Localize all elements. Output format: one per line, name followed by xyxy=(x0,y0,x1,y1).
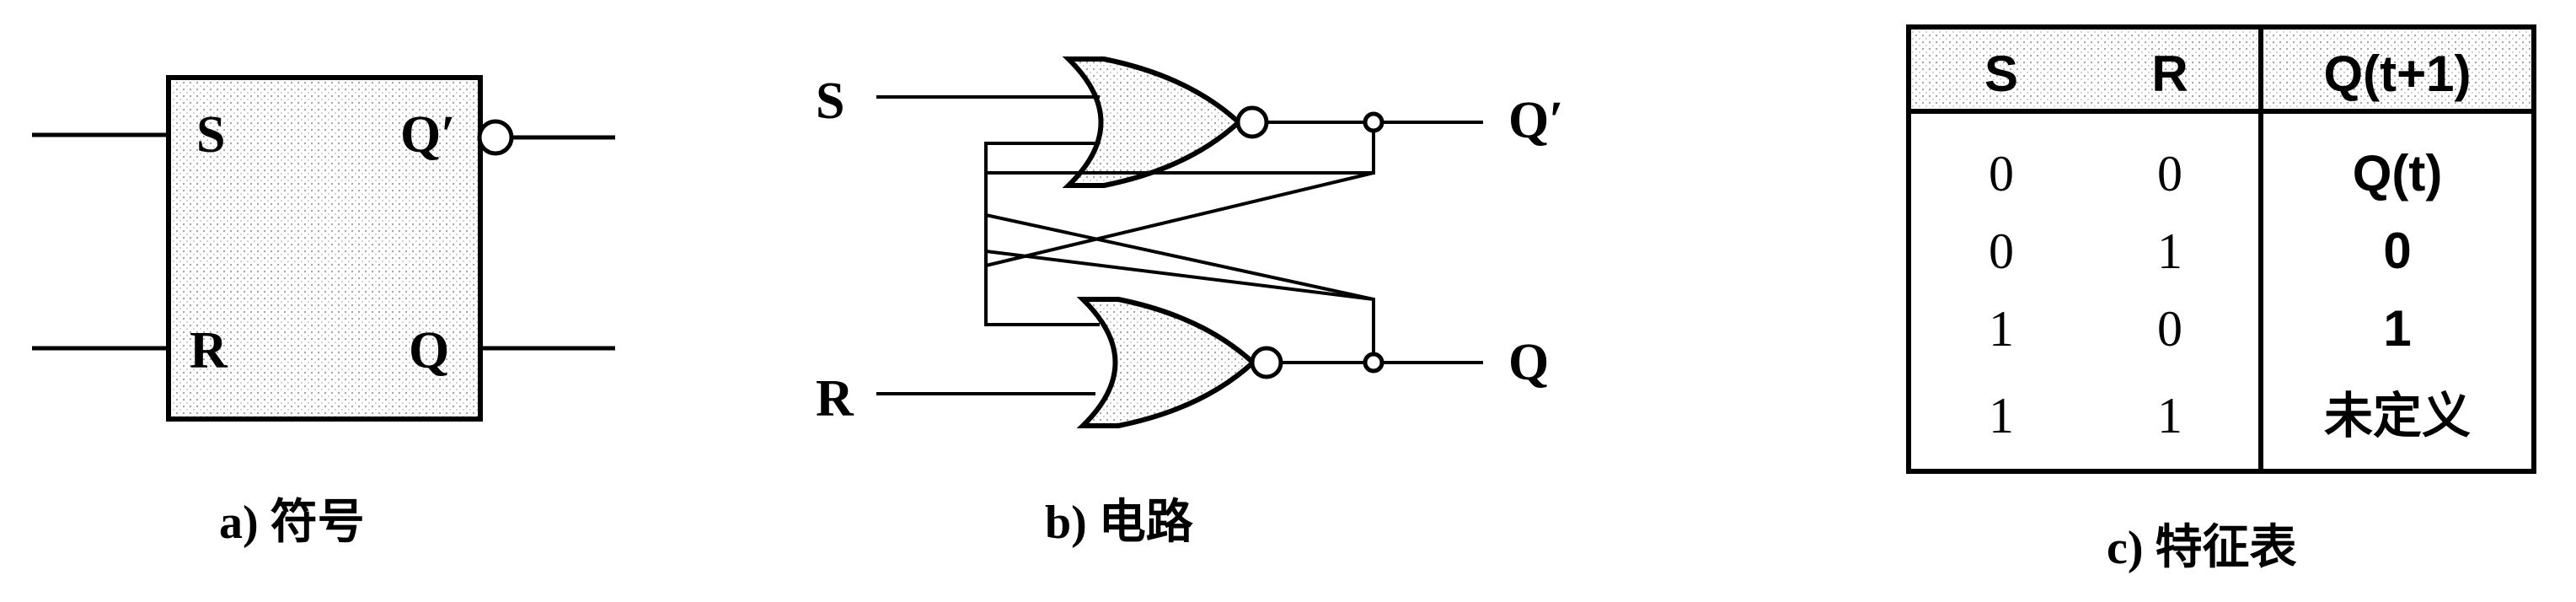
table-cell-q-next: 0 xyxy=(2383,223,2411,279)
q-prime-junction xyxy=(1363,111,1384,133)
table-header-fill xyxy=(1909,27,2534,111)
top-nor-bubble xyxy=(1235,105,1269,139)
table-cell-q-next: 未定义 xyxy=(2324,389,2471,443)
circuit-output-q-prime-label: Q′ xyxy=(1508,92,1564,149)
circuit-output-q-label: Q xyxy=(1508,334,1549,391)
symbol-caption: a) 符号 xyxy=(219,497,365,549)
nor-latch-circuit: S R Q′ Q b) 电路 xyxy=(816,56,1564,549)
table-header-r: R xyxy=(2151,46,2188,102)
circuit-caption: b) 电路 xyxy=(1045,497,1194,549)
symbol-pin-s: S xyxy=(196,106,225,164)
table-row: 0 1 0 xyxy=(1989,223,2412,279)
table-cell-s: 0 xyxy=(1989,223,2014,279)
circuit-input-r-label: R xyxy=(816,370,854,427)
table-cell-s: 1 xyxy=(1989,301,2014,357)
top-nor-gate xyxy=(1062,56,1243,188)
q-prime-inversion-bubble xyxy=(477,119,514,156)
table-cell-r: 0 xyxy=(2157,146,2182,202)
symbol-pin-q: Q xyxy=(409,322,449,379)
table-cell-r: 1 xyxy=(2157,388,2182,443)
table-caption: c) 特征表 xyxy=(2107,522,2297,574)
characteristic-table: S R Q(t+1) 0 0 Q(t) 0 1 0 1 0 1 1 1 未定义 … xyxy=(1906,24,2536,574)
symbol-pin-r: R xyxy=(190,322,228,379)
table-cell-s: 0 xyxy=(1989,146,2014,202)
table-cell-q-next: Q(t) xyxy=(2353,145,2443,202)
feedback-q-to-top xyxy=(984,142,1375,354)
table-header-q-next: Q(t+1) xyxy=(2323,46,2471,102)
table-row: 1 0 1 xyxy=(1989,300,2412,357)
table-header-s: S xyxy=(1984,46,2018,102)
table-row: 0 0 Q(t) xyxy=(1989,145,2442,202)
table-frame xyxy=(1906,24,2536,474)
symbol-box xyxy=(166,75,483,422)
q-junction xyxy=(1363,352,1384,374)
circuit-input-s-label: S xyxy=(816,73,844,130)
table-cell-q-next: 1 xyxy=(2383,300,2411,357)
feedback-crossing-a xyxy=(985,213,1374,301)
table-row: 1 1 未定义 xyxy=(1989,388,2471,443)
table-cell-r: 0 xyxy=(2157,301,2182,357)
table-cell-s: 1 xyxy=(1989,388,2014,443)
feedback-crossing-b xyxy=(985,171,1374,267)
symbol-pin-q-prime: Q′ xyxy=(400,106,456,164)
bottom-nor-bubble xyxy=(1250,346,1283,379)
table-cell-r: 1 xyxy=(2157,223,2182,279)
sr-latch-symbol: S Q′ R Q a) 符号 xyxy=(32,75,615,549)
bottom-nor-gate xyxy=(1076,297,1257,428)
